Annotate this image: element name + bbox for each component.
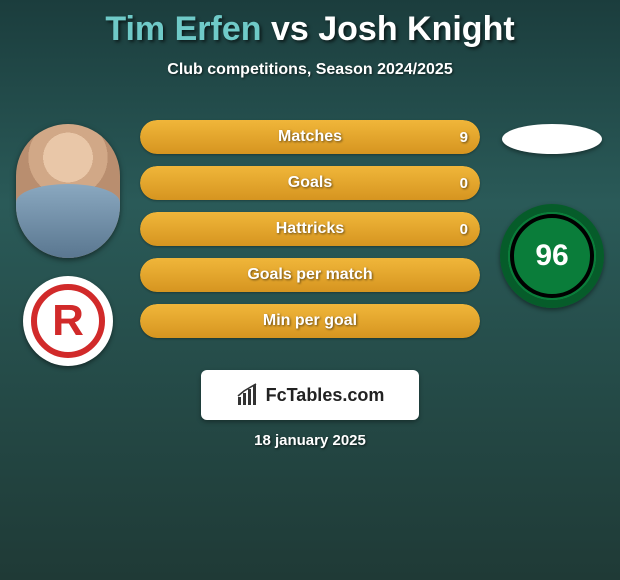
bar-label: Matches xyxy=(140,120,480,154)
player1-club-logo: R xyxy=(23,276,113,366)
bar-label: Min per goal xyxy=(140,304,480,338)
right-column: 96 xyxy=(492,124,612,308)
bar-value-right: 9 xyxy=(460,120,468,154)
bar-value-right: 0 xyxy=(460,166,468,200)
bar-row: Goals0 xyxy=(140,166,480,200)
player2-club-inner: 96 xyxy=(510,214,594,298)
bar-label: Goals xyxy=(140,166,480,200)
bar-value-right: 0 xyxy=(460,212,468,246)
brand-badge: FcTables.com xyxy=(201,370,419,420)
bar-row: Goals per match xyxy=(140,258,480,292)
bar-label: Goals per match xyxy=(140,258,480,292)
subtitle: Club competitions, Season 2024/2025 xyxy=(0,61,620,79)
player2-club-logo: 96 xyxy=(500,204,604,308)
page-title: Tim Erfen vs Josh Knight xyxy=(0,0,620,49)
title-vs: vs xyxy=(271,10,309,48)
bar-row: Matches9 xyxy=(140,120,480,154)
date: 18 january 2025 xyxy=(0,432,620,449)
player1-photo xyxy=(16,124,120,258)
brand-text: FcTables.com xyxy=(266,385,385,406)
player2-photo xyxy=(502,124,602,154)
chart-icon xyxy=(236,383,260,407)
player1-club-initial: R xyxy=(52,296,84,346)
bar-label: Hattricks xyxy=(140,212,480,246)
title-player1: Tim Erfen xyxy=(105,10,261,48)
bar-row: Min per goal xyxy=(140,304,480,338)
comparison-bars: Matches9Goals0Hattricks0Goals per matchM… xyxy=(140,120,480,350)
player2-club-text: 96 xyxy=(535,239,568,273)
left-column: R xyxy=(8,124,128,366)
bar-row: Hattricks0 xyxy=(140,212,480,246)
title-player2: Josh Knight xyxy=(318,10,514,48)
